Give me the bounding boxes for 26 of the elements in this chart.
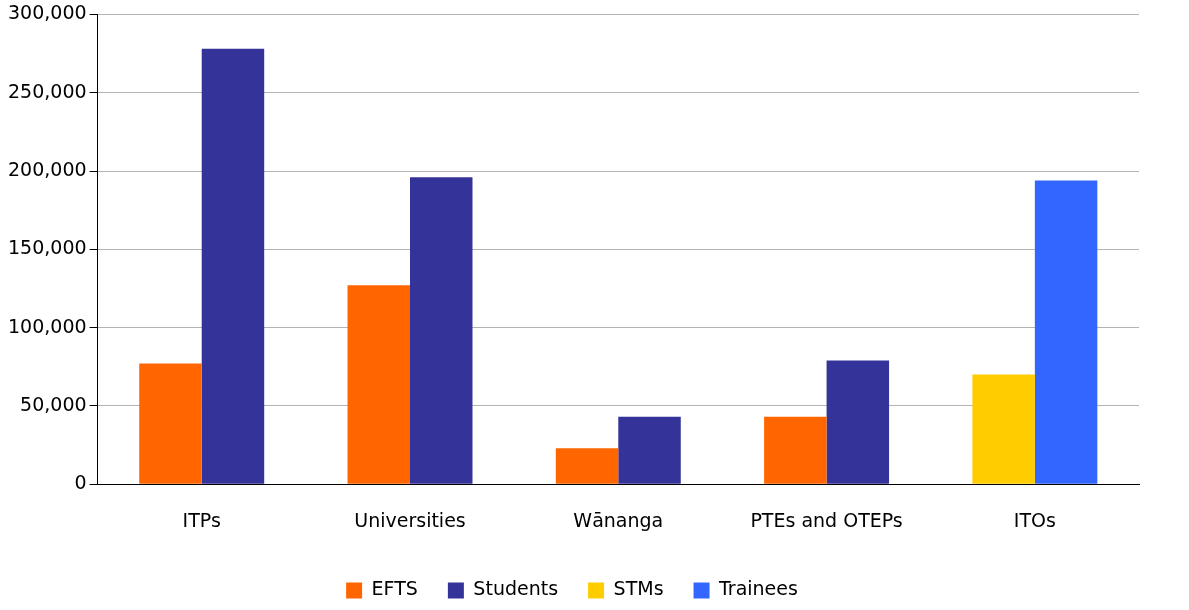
x-tick-label: PTEs and OTEPs: [750, 508, 903, 531]
x-tick-label: Wānanga: [573, 508, 664, 531]
legend-label: Trainees: [718, 577, 798, 600]
bar: [139, 363, 202, 484]
x-tick-label: Universities: [354, 508, 466, 531]
y-tick-label: 250,000: [7, 79, 87, 102]
bar: [555, 448, 619, 484]
legend-label: STMs: [613, 577, 664, 600]
legend-label: EFTS: [371, 577, 418, 600]
bar: [201, 48, 265, 484]
bar: [410, 177, 473, 484]
bar: [1034, 180, 1098, 484]
y-tick-label: 150,000: [7, 236, 87, 259]
bar: [764, 416, 827, 484]
y-tick-label: 0: [74, 471, 87, 494]
bar: [347, 285, 410, 484]
bar: [826, 360, 890, 484]
bar: [972, 374, 1035, 484]
y-tick-label: 200,000: [7, 157, 87, 180]
x-tick-label: ITOs: [1013, 508, 1056, 531]
y-tick-label: 300,000: [7, 1, 87, 24]
legend-label: Students: [473, 577, 559, 600]
y-tick-label: 100,000: [7, 314, 87, 337]
y-tick-label: 50,000: [20, 392, 87, 415]
x-tick-label: ITPs: [182, 508, 221, 531]
bar: [618, 416, 681, 484]
